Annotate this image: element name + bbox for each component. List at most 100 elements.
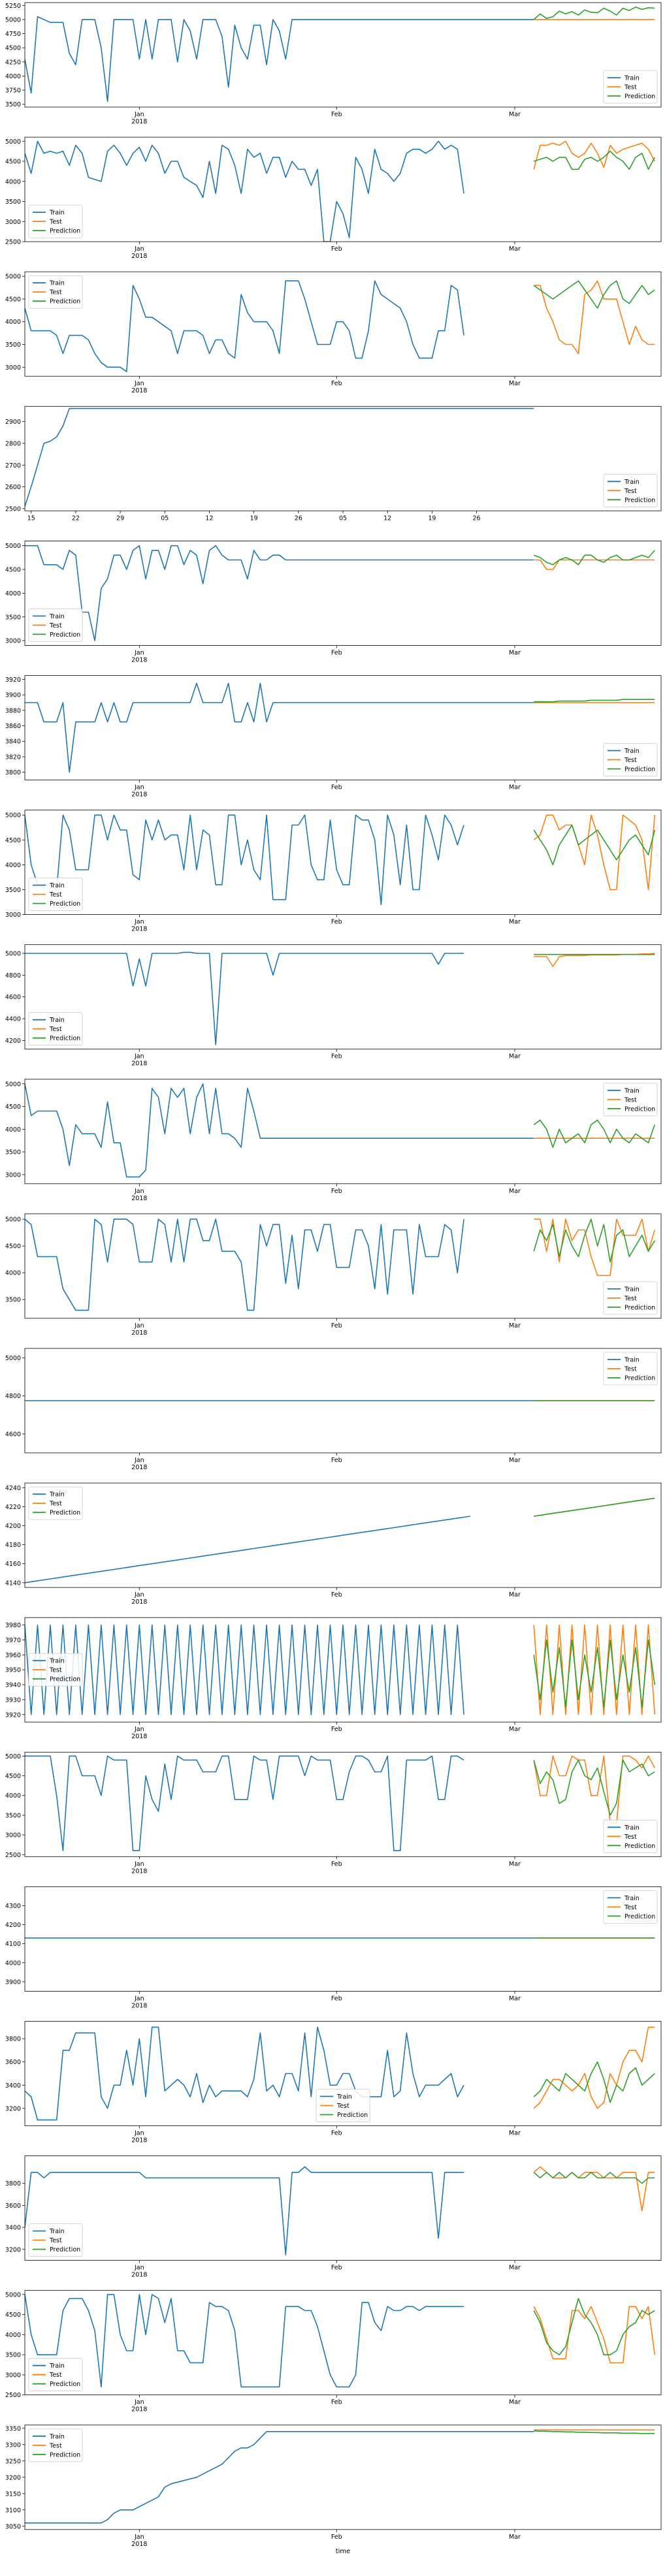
y-tick-label: 5250	[5, 3, 21, 10]
y-tick-label: 5000	[5, 951, 21, 958]
y-tick-label: 5000	[5, 16, 21, 24]
y-tick-label: 3820	[5, 754, 21, 761]
y-tick-label: 3900	[5, 692, 21, 699]
x-tick-label: Feb	[331, 2399, 342, 2406]
x-tick-label: Mar	[509, 2399, 521, 2406]
y-tick-label: 5000	[5, 2291, 21, 2298]
x-tick-label: Jan	[134, 784, 144, 791]
legend-label-test: Test	[624, 1096, 637, 1104]
legend-box	[603, 1083, 658, 1117]
series-line-prediction	[533, 1639, 656, 1708]
legend-label-prediction: Prediction	[50, 631, 80, 639]
series-line-prediction	[533, 550, 655, 565]
series-line-prediction	[533, 280, 655, 309]
x-year-label: 2018	[131, 1464, 147, 1471]
y-tick-label: 4500	[5, 45, 21, 52]
series-line-train	[25, 16, 534, 103]
legend-label-test: Test	[49, 289, 62, 296]
series-line-train	[25, 2026, 464, 2121]
plot-area	[25, 944, 661, 1049]
y-tick-label: 4000	[5, 2332, 21, 2339]
x-tick-label: Jan	[134, 2130, 144, 2137]
y-tick-label: 3920	[5, 676, 21, 684]
y-tick-label: 3860	[5, 723, 21, 730]
y-tick-label: 5000	[5, 1355, 21, 1362]
legend-label-test: Test	[49, 1667, 62, 1674]
x-year-label: 2018	[131, 1329, 147, 1337]
legend-label-test: Test	[49, 1501, 62, 1508]
x-tick-label: Feb	[331, 1053, 342, 1060]
series-line-prediction	[533, 150, 656, 170]
y-tick-label: 4000	[5, 73, 21, 80]
series-line-train	[25, 1083, 534, 1178]
legend-label-prediction: Prediction	[337, 2112, 368, 2119]
x-tick-label: Feb	[331, 1860, 342, 1868]
legend-label-prediction: Prediction	[624, 93, 655, 101]
x-year-label: 2018	[131, 791, 147, 799]
y-tick-label: 3900	[5, 1979, 21, 1986]
axes-frame	[24, 2021, 662, 2126]
y-tick-label: 4000	[5, 862, 21, 869]
x-tick-label: Jan	[134, 1995, 144, 2002]
legend-label-prediction: Prediction	[50, 1510, 80, 1517]
y-tick-label: 4500	[5, 1773, 21, 1780]
series-line-test	[534, 280, 655, 355]
y-tick-label: 3400	[5, 2225, 21, 2232]
y-tick-label: 5000	[5, 1753, 21, 1760]
y-tick-label: 4000	[5, 590, 21, 597]
legend-label-train: Train	[49, 613, 65, 620]
x-tick-label: Jan	[134, 1322, 144, 1329]
series-line-test	[534, 1218, 656, 1277]
series-group	[25, 1218, 656, 1311]
x-tick-label: Jan	[134, 649, 144, 656]
axes-frame	[24, 1482, 662, 1588]
legend-box	[603, 1890, 658, 1924]
series-group	[25, 2429, 655, 2524]
series-line-prediction	[533, 1218, 655, 1263]
y-tick-label: 4500	[5, 837, 21, 844]
x-tick-label: 19	[428, 515, 436, 522]
legend-box	[603, 743, 658, 776]
subplot-4: 2500 2600 2700 2800 2900 15 22 29 05 12 19 26 05 12 19…	[5, 405, 662, 522]
y-tick-label: 5000	[5, 274, 21, 281]
axes-frame	[24, 136, 662, 242]
axes-frame	[24, 1348, 662, 1454]
legend-label-prediction: Prediction	[624, 1913, 655, 1920]
legend-label-test: Test	[49, 2237, 62, 2244]
y-tick-label: 3980	[5, 1622, 21, 1629]
y-tick-label: 3000	[5, 2372, 21, 2379]
y-tick-label: 3500	[5, 342, 21, 349]
y-tick-label: 4000	[5, 1960, 21, 1967]
y-tick-label: 4000	[5, 1270, 21, 1277]
axes-frame	[24, 1617, 662, 1723]
series-line-train	[25, 1218, 464, 1311]
y-tick-label: 4180	[5, 1542, 21, 1549]
legend-label-prediction: Prediction	[50, 298, 80, 306]
series-group	[25, 2166, 655, 2255]
legend-label-prediction: Prediction	[624, 766, 655, 773]
y-tick-label: 2500	[5, 1852, 21, 1859]
series-line-train	[25, 814, 464, 906]
legend-label-train: Train	[49, 280, 65, 287]
x-tick-label: Jan	[134, 2399, 144, 2406]
series-line-prediction	[533, 1119, 656, 1148]
x-tick-label: Mar	[509, 1995, 521, 2002]
y-tick-label: 2500	[5, 239, 21, 246]
legend-label-test: Test	[624, 488, 637, 495]
y-tick-label: 3500	[5, 614, 21, 621]
axes-frame	[24, 1886, 662, 1992]
y-tick-label: 3200	[5, 2105, 21, 2112]
y-tick-label: 3250	[5, 2458, 21, 2465]
y-tick-label: 2500	[5, 505, 21, 513]
plot-area	[25, 541, 661, 646]
legend-box	[28, 1012, 83, 1046]
y-tick-label: 3200	[5, 2246, 21, 2253]
